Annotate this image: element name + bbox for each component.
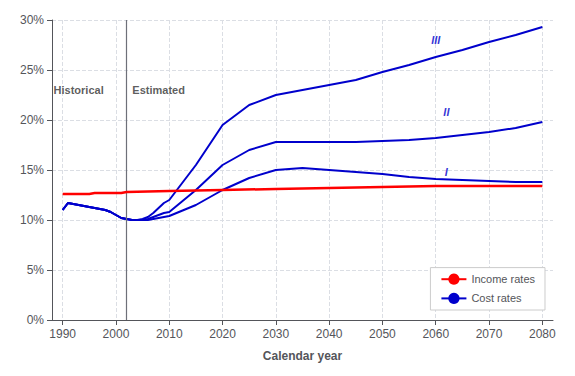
svg-text:Cost rates: Cost rates [471, 292, 522, 304]
svg-text:2030: 2030 [262, 327, 289, 341]
svg-text:Estimated: Estimated [132, 84, 185, 96]
svg-text:30%: 30% [20, 13, 44, 27]
svg-text:15%: 15% [20, 163, 44, 177]
svg-text:1990: 1990 [49, 327, 76, 341]
svg-text:2040: 2040 [316, 327, 343, 341]
svg-text:2080: 2080 [529, 327, 556, 341]
svg-text:Calendar year: Calendar year [263, 349, 343, 363]
svg-text:25%: 25% [20, 63, 44, 77]
svg-text:III: III [431, 34, 441, 46]
svg-text:I: I [445, 166, 449, 178]
svg-text:II: II [443, 106, 450, 118]
svg-text:Income rates: Income rates [471, 273, 535, 285]
svg-text:2000: 2000 [103, 327, 130, 341]
svg-text:2060: 2060 [422, 327, 449, 341]
svg-text:5%: 5% [27, 263, 45, 277]
svg-text:Historical: Historical [54, 84, 104, 96]
svg-text:2050: 2050 [369, 327, 396, 341]
svg-text:2070: 2070 [476, 327, 503, 341]
svg-text:0%: 0% [27, 313, 45, 327]
svg-text:10%: 10% [20, 213, 44, 227]
svg-text:20%: 20% [20, 113, 44, 127]
svg-text:2020: 2020 [209, 327, 236, 341]
svg-text:2010: 2010 [156, 327, 183, 341]
